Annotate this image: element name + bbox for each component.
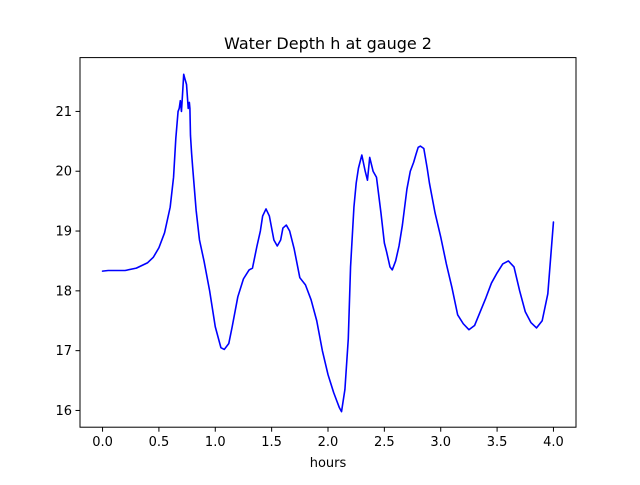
y-tick-label: 21 [55, 105, 72, 120]
x-tick-label: 3.5 [487, 435, 508, 450]
plot-area [101, 73, 555, 413]
y-tick-label: 20 [55, 165, 72, 180]
x-tick-label: 3.0 [430, 435, 451, 450]
x-tick-label: 2.5 [374, 435, 395, 450]
y-tick-label: 19 [55, 225, 72, 240]
series-line-1 [101, 73, 555, 413]
y-tick-label: 16 [55, 404, 72, 419]
x-tick-label: 1.0 [205, 435, 226, 450]
x-tick-label: 0.0 [92, 435, 113, 450]
x-axis-ticks: 0.0 0.5 1.0 1.5 2.0 2.5 3.0 3.5 4.0 [92, 427, 564, 450]
x-tick-label: 4.0 [543, 435, 564, 450]
axes-frame [79, 57, 577, 428]
y-tick-label: 18 [55, 284, 72, 299]
y-axis-ticks: 16 17 18 19 20 21 [55, 105, 80, 419]
x-tick-label: 1.5 [261, 435, 282, 450]
chart-title: Water Depth h at gauge 2 [224, 34, 432, 53]
y-tick-label: 17 [55, 344, 72, 359]
x-axis-label: hours [310, 456, 347, 471]
x-tick-label: 2.0 [318, 435, 339, 450]
x-tick-label: 0.5 [149, 435, 170, 450]
